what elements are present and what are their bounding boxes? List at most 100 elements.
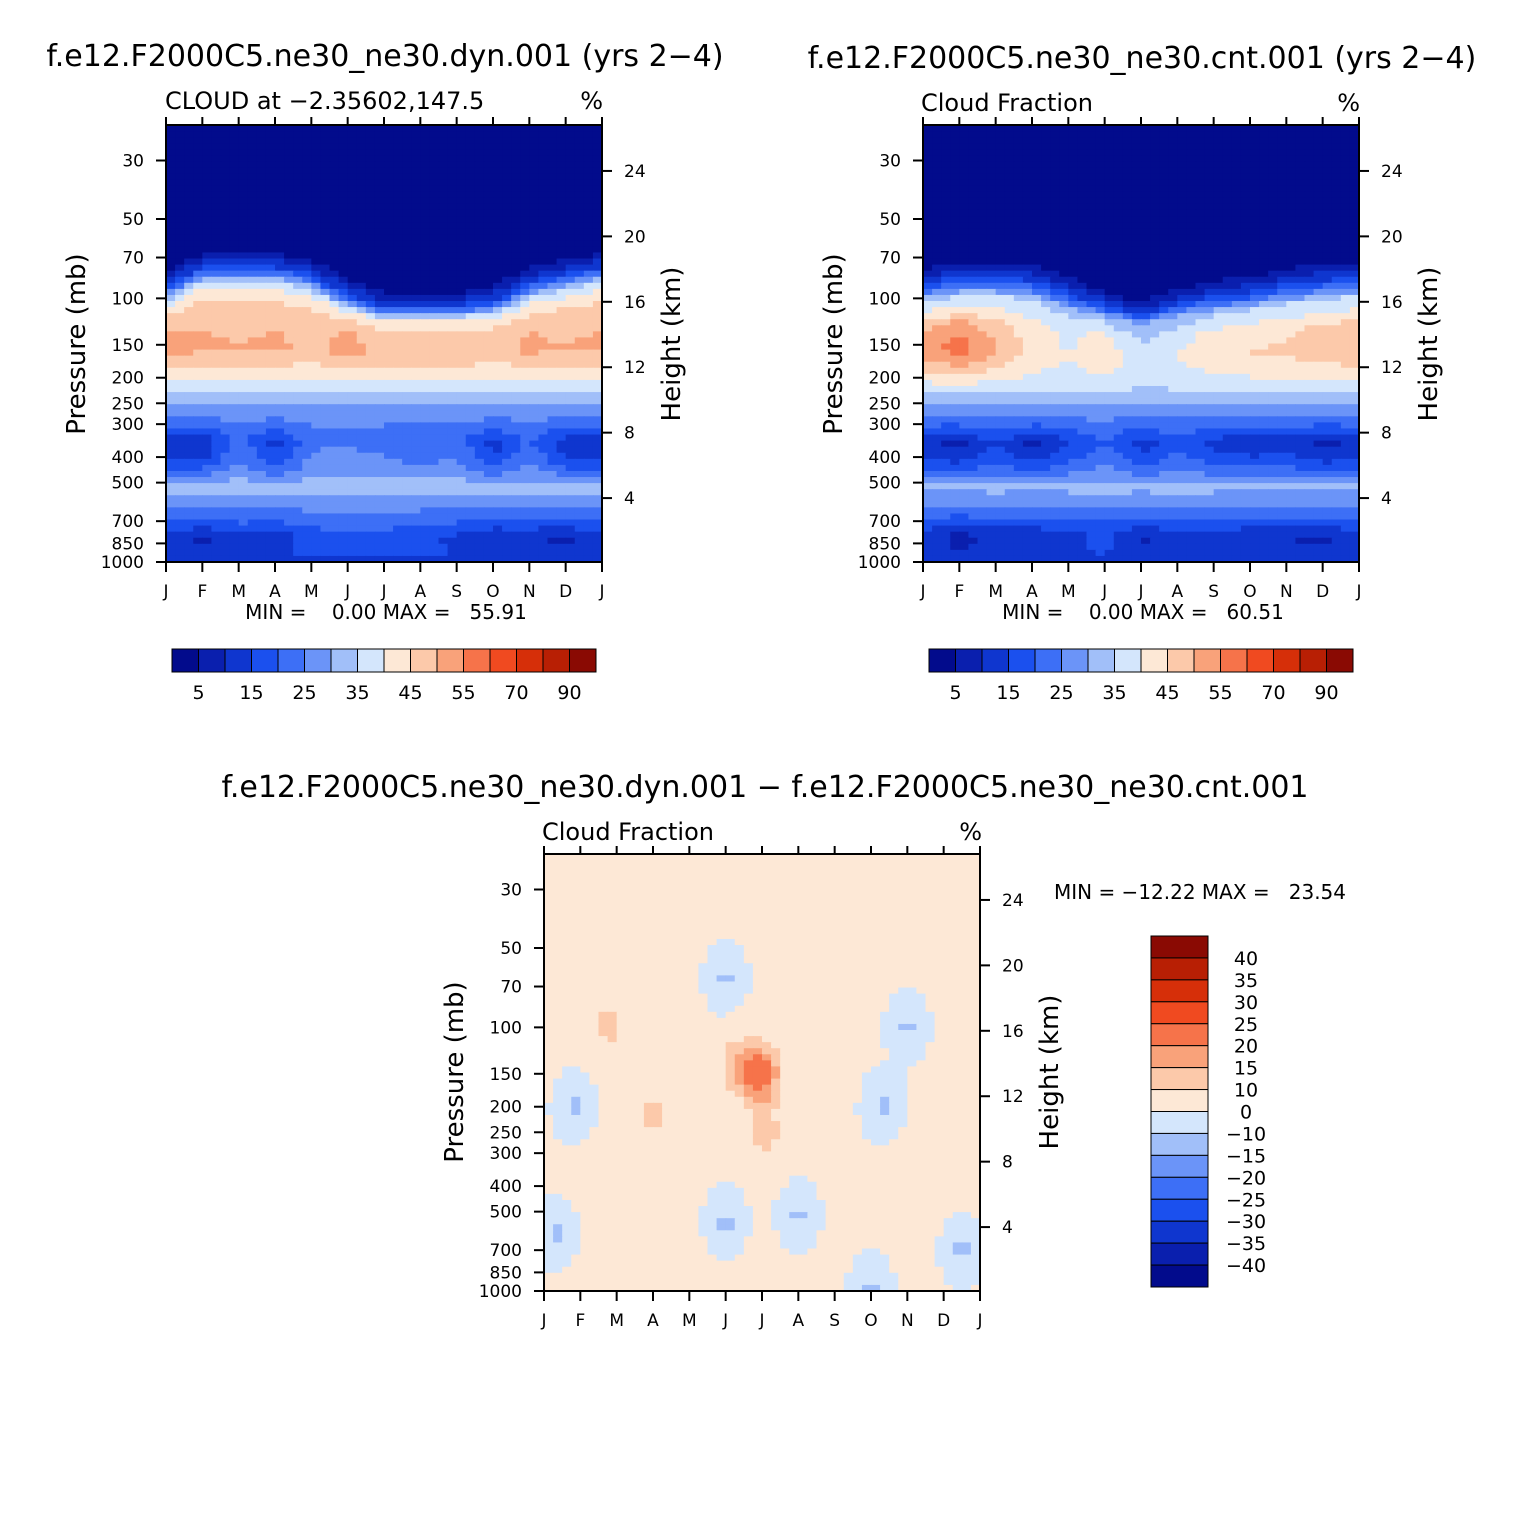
contour-cell	[448, 331, 458, 338]
contour-cell	[202, 228, 212, 235]
contour-cell	[959, 149, 969, 156]
contour-cell	[411, 410, 421, 417]
contour-cell	[239, 368, 249, 375]
contour-cell	[221, 289, 231, 296]
contour-cell	[511, 204, 521, 211]
contour-cell	[175, 410, 185, 417]
contour-cell	[257, 222, 267, 229]
contour-cell	[557, 167, 567, 174]
contour-cell	[193, 538, 203, 545]
contour-cell	[484, 131, 494, 138]
contour-cell	[448, 192, 458, 199]
contour-cell	[1141, 161, 1151, 168]
contour-cell	[411, 174, 421, 181]
contour-cell	[175, 520, 185, 527]
contour-cell	[529, 520, 539, 527]
contour-cell	[402, 246, 412, 253]
contour-cell	[166, 344, 176, 351]
contour-cell	[1050, 131, 1060, 138]
contour-cell	[584, 477, 594, 484]
contour-cell	[996, 240, 1006, 247]
contour-cell	[202, 265, 212, 272]
contour-cell	[557, 277, 567, 284]
contour-cell	[941, 240, 951, 247]
contour-cell	[393, 307, 403, 314]
contour-cell	[1268, 125, 1278, 132]
contour-cell	[484, 544, 494, 551]
contour-cell	[439, 222, 449, 229]
contour-cell	[348, 259, 358, 266]
contour-cell	[320, 252, 330, 259]
contour-cell	[987, 149, 997, 156]
contour-cell	[348, 344, 358, 351]
contour-cell	[257, 350, 267, 357]
contour-cell	[538, 404, 548, 411]
contour-cell	[1077, 180, 1087, 187]
contour-cell	[1141, 149, 1151, 156]
contour-cell	[221, 271, 231, 278]
contour-cell	[248, 319, 258, 326]
contour-cell	[520, 453, 530, 460]
contour-cell	[1068, 186, 1078, 193]
contour-cell	[366, 131, 376, 138]
contour-cell	[166, 228, 176, 235]
contour-cell	[1250, 131, 1260, 138]
contour-cell	[529, 422, 539, 429]
contour-cell	[184, 216, 194, 223]
contour-cell	[230, 404, 240, 411]
contour-cell	[996, 234, 1006, 241]
contour-cell	[566, 210, 576, 217]
contour-cell	[457, 283, 467, 290]
contour-cell	[339, 520, 349, 527]
contour-cell	[448, 174, 458, 181]
contour-cell	[511, 216, 521, 223]
contour-cell	[166, 386, 176, 393]
contour-cell	[384, 441, 394, 448]
contour-cell	[284, 295, 294, 302]
contour-cell	[175, 180, 185, 187]
contour-cell	[575, 337, 585, 344]
contour-cell	[439, 186, 449, 193]
contour-cell	[366, 277, 376, 284]
contour-cell	[202, 483, 212, 490]
contour-cell	[529, 344, 539, 351]
contour-cell	[1068, 125, 1078, 132]
contour-cell	[348, 356, 358, 363]
contour-cell	[166, 453, 176, 460]
contour-cell	[366, 428, 376, 435]
contour-cell	[230, 477, 240, 484]
contour-cell	[1323, 228, 1333, 235]
contour-cell	[978, 155, 988, 162]
contour-cell	[1314, 271, 1324, 278]
contour-cell	[1232, 234, 1242, 241]
contour-cell	[384, 471, 394, 478]
contour-cell	[1286, 277, 1296, 284]
contour-cell	[402, 143, 412, 150]
contour-cell	[557, 495, 567, 502]
contour-cell	[1341, 246, 1351, 253]
contour-cell	[996, 167, 1006, 174]
contour-cell	[1268, 143, 1278, 150]
contour-cell	[548, 313, 558, 320]
contour-cell	[393, 313, 403, 320]
contour-cell	[1041, 234, 1051, 241]
contour-cell	[538, 143, 548, 150]
contour-cell	[529, 416, 539, 423]
contour-cell	[1259, 289, 1269, 296]
contour-cell	[357, 222, 367, 229]
contour-cell	[339, 155, 349, 162]
contour-cell	[175, 295, 185, 302]
contour-cell	[384, 186, 394, 193]
contour-cell	[221, 143, 231, 150]
contour-cell	[320, 337, 330, 344]
contour-cell	[166, 143, 176, 150]
contour-cell	[221, 362, 231, 369]
contour-cell	[375, 180, 385, 187]
contour-cell	[439, 416, 449, 423]
contour-cell	[221, 167, 231, 174]
contour-cell	[1295, 246, 1305, 253]
contour-cell	[1123, 222, 1133, 229]
contour-cell	[538, 344, 548, 351]
contour-cell	[311, 513, 321, 520]
contour-cell	[584, 386, 594, 393]
